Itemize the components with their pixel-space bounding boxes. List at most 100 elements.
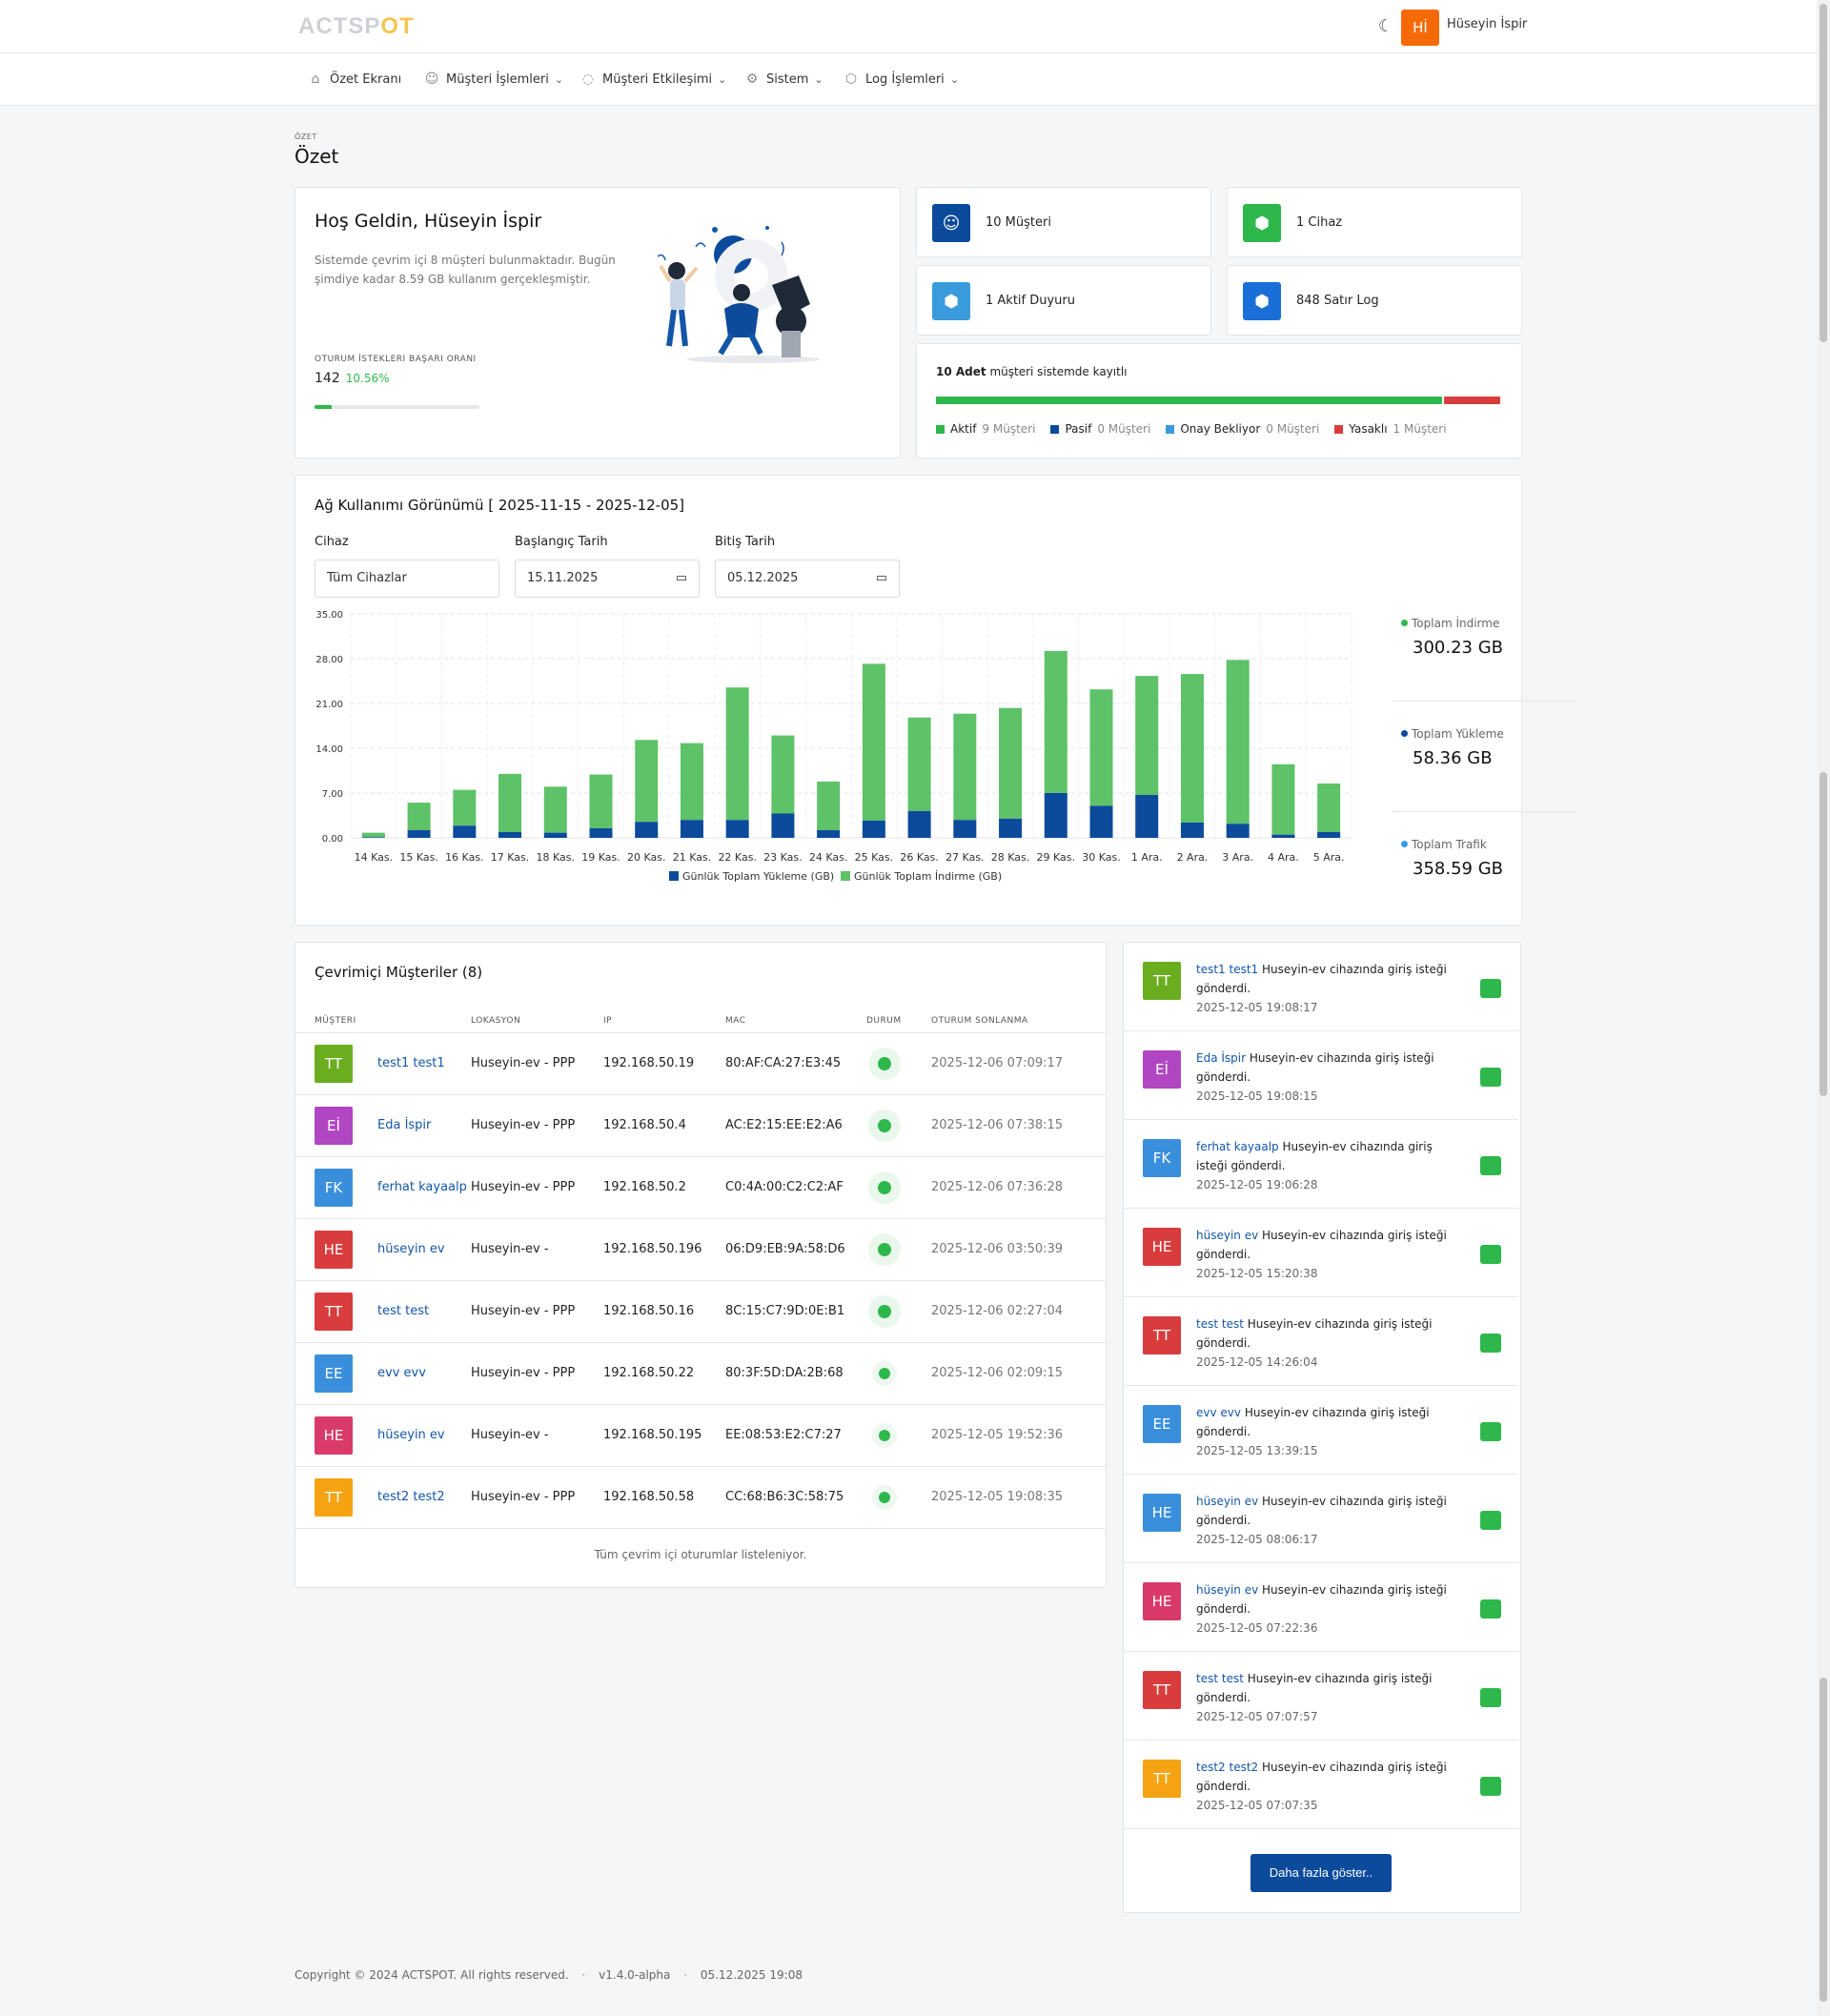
bar-download[interactable] — [725, 687, 749, 821]
customer-name-link[interactable]: ferhat kayaalp — [377, 1180, 467, 1194]
bar-upload[interactable] — [589, 827, 613, 838]
footer-version[interactable]: v1.4.0-alpha — [599, 1968, 671, 1982]
activity-user-link[interactable]: hüseyin ev — [1196, 1495, 1259, 1508]
nav-item-1[interactable]: ☺ Müşteri İşlemleri ⌄ — [423, 71, 563, 87]
table-row[interactable]: TT test1 test1 Huseyin-ev - PPP 192.168.50.… — [295, 1032, 1106, 1095]
bar-download[interactable] — [862, 663, 885, 821]
table-row[interactable]: TT test test Huseyin-ev - PPP 192.168.50.16… — [295, 1280, 1106, 1343]
scrollbar-thumb[interactable] — [1820, 4, 1827, 342]
bar-upload[interactable] — [817, 829, 841, 838]
activity-user-link[interactable]: test test — [1196, 1317, 1244, 1331]
bar-upload[interactable] — [725, 820, 749, 838]
activity-user-link[interactable]: Eda İspir — [1196, 1051, 1247, 1065]
bar-download[interactable] — [407, 803, 431, 830]
bar-download[interactable] — [589, 774, 613, 828]
bar-upload[interactable] — [1180, 822, 1204, 838]
customer-name-link[interactable]: evv evv — [377, 1366, 426, 1380]
legend-label-upload[interactable]: Günlük Toplam Yükleme (GB) — [682, 870, 834, 883]
stat-card-2[interactable]: ⬢ 1 Aktif Duyuru — [916, 265, 1211, 336]
bar-upload[interactable] — [999, 818, 1023, 838]
bar-upload[interactable] — [862, 820, 885, 838]
bar-upload[interactable] — [1044, 793, 1068, 838]
bar-download[interactable] — [953, 713, 977, 821]
end-date-input[interactable]: 05.12.2025 ▭ — [715, 560, 900, 598]
scrollbar-thumb[interactable] — [1820, 772, 1827, 1096]
bar-download[interactable] — [680, 743, 703, 821]
bar-upload[interactable] — [953, 820, 977, 838]
bar-download[interactable] — [453, 789, 477, 826]
bar-download[interactable] — [543, 786, 567, 833]
activity-user-link[interactable]: ferhat kayaalp — [1196, 1140, 1279, 1153]
bar-download[interactable] — [635, 740, 659, 823]
column-header[interactable]: IP — [603, 1009, 725, 1033]
bar-download[interactable] — [1271, 764, 1295, 835]
bar-download[interactable] — [1135, 676, 1159, 796]
bar-upload[interactable] — [1317, 831, 1341, 838]
bar-upload[interactable] — [543, 832, 567, 838]
device-select[interactable]: Tüm Cihazlar — [315, 560, 499, 598]
bar-upload[interactable] — [1271, 834, 1295, 838]
bar-download[interactable] — [1044, 650, 1068, 793]
bar-upload[interactable] — [1135, 795, 1159, 838]
nav-item-3[interactable]: ⚙ Sistem ⌄ — [743, 71, 824, 87]
bar-download[interactable] — [771, 735, 795, 814]
bar-upload[interactable] — [771, 813, 795, 838]
activity-user-link[interactable]: evv evv — [1196, 1406, 1241, 1419]
activity-user-link[interactable]: hüseyin ev — [1196, 1229, 1259, 1242]
customer-name-link[interactable]: Eda İspir — [377, 1118, 432, 1132]
moon-icon[interactable]: ☾ — [1377, 16, 1394, 36]
customer-name-link[interactable]: test2 test2 — [377, 1490, 445, 1504]
stat-card-0[interactable]: ☺ 10 Müşteri — [916, 187, 1211, 257]
bar-upload[interactable] — [907, 810, 931, 838]
nav-item-0[interactable]: ⌂ Özet Ekranı — [307, 71, 407, 87]
bar-upload[interactable] — [361, 837, 385, 838]
bar-download[interactable] — [907, 717, 931, 811]
bar-download[interactable] — [1089, 689, 1113, 806]
bar-download[interactable] — [361, 832, 385, 838]
column-header[interactable]: MÜŞTERI — [295, 1009, 471, 1033]
calendar-icon[interactable]: ▭ — [675, 571, 687, 585]
bar-upload[interactable] — [1226, 824, 1250, 838]
activity-user-link[interactable]: test2 test2 — [1196, 1761, 1259, 1774]
scrollbar-thumb[interactable] — [1820, 1678, 1827, 2002]
bar-upload[interactable] — [498, 831, 522, 838]
table-row[interactable]: EE evv evv Huseyin-ev - PPP 192.168.50.22 80… — [295, 1342, 1106, 1405]
customer-name-link[interactable]: hüseyin ev — [377, 1428, 445, 1442]
column-header[interactable]: DURUM — [866, 1009, 931, 1033]
nav-item-4[interactable]: ⬡ Log İşlemleri ⌄ — [843, 71, 959, 87]
column-header[interactable]: LOKASYON — [471, 1009, 603, 1033]
activity-user-link[interactable]: test1 test1 — [1196, 963, 1259, 976]
start-date-input[interactable]: 15.11.2025 ▭ — [515, 560, 700, 598]
activity-user-link[interactable]: test test — [1196, 1672, 1244, 1685]
bar-download[interactable] — [999, 707, 1023, 819]
legend-label-download[interactable]: Günlük Toplam İndirme (GB) — [854, 870, 1002, 883]
table-row[interactable]: TT test2 test2 Huseyin-ev - PPP 192.168.50.… — [295, 1466, 1106, 1529]
bar-upload[interactable] — [635, 822, 659, 838]
nav-item-2[interactable]: ◌ Müşteri Etkileşimi ⌄ — [580, 71, 726, 87]
bar-upload[interactable] — [680, 820, 703, 838]
table-row[interactable]: Eİ Eda İspir Huseyin-ev - PPP 192.168.50.4 A… — [295, 1094, 1106, 1157]
bar-upload[interactable] — [1089, 805, 1113, 838]
column-header[interactable]: MAC — [725, 1009, 866, 1033]
logo[interactable]: ACTSPOT — [298, 13, 415, 40]
activity-user-link[interactable]: hüseyin ev — [1196, 1583, 1259, 1597]
scrollbar[interactable] — [1817, 0, 1830, 2016]
customer-name-link[interactable]: hüseyin ev — [377, 1242, 445, 1256]
stat-card-1[interactable]: ⬢ 1 Cihaz — [1227, 187, 1522, 257]
avatar[interactable]: Hİ — [1401, 10, 1439, 46]
customer-name-link[interactable]: test1 test1 — [377, 1056, 445, 1070]
column-header[interactable]: OTURUM SONLANMA — [931, 1009, 1106, 1033]
bar-download[interactable] — [498, 773, 522, 832]
bar-upload[interactable] — [407, 829, 431, 838]
bar-download[interactable] — [1226, 660, 1250, 825]
bar-download[interactable] — [1180, 674, 1204, 823]
table-row[interactable]: FK ferhat kayaalp Huseyin-ev - PPP 192.168.… — [295, 1156, 1106, 1219]
customer-name-link[interactable]: test test — [377, 1304, 430, 1318]
bar-download[interactable] — [817, 781, 841, 830]
show-more-button[interactable]: Daha fazla göster.. — [1250, 1854, 1392, 1892]
username[interactable]: Hüseyin İspir — [1447, 17, 1528, 31]
bar-download[interactable] — [1317, 783, 1341, 832]
bar-upload[interactable] — [453, 825, 477, 838]
table-row[interactable]: HE hüseyin ev Huseyin-ev -192.168.50.196 06… — [295, 1218, 1106, 1281]
calendar-icon[interactable]: ▭ — [875, 571, 887, 585]
